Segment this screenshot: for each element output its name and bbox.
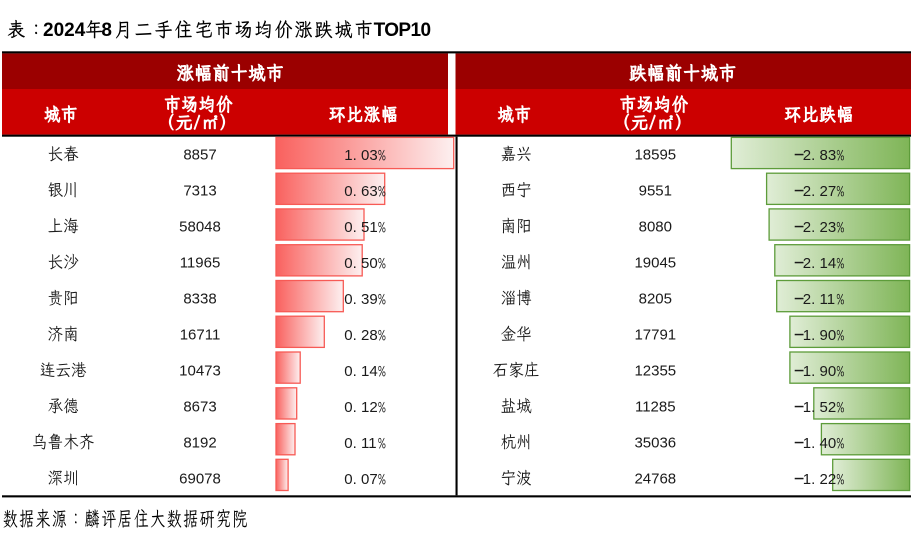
svg-text:16711: 16711 [180, 327, 221, 344]
svg-text:0. 28: 0. 28 [344, 327, 377, 344]
svg-text:1. 90: 1. 90 [803, 363, 836, 380]
svg-text:0. 50: 0. 50 [344, 255, 377, 272]
svg-text:8338: 8338 [183, 291, 216, 308]
svg-text:17791: 17791 [634, 327, 676, 344]
svg-text:19045: 19045 [634, 255, 676, 272]
svg-text:58048: 58048 [179, 219, 221, 236]
svg-text:11285: 11285 [635, 399, 676, 416]
svg-text:TOP10: TOP10 [374, 20, 431, 41]
svg-text:2. 14: 2. 14 [803, 255, 836, 272]
svg-text:0. 63: 0. 63 [344, 183, 377, 200]
svg-text:0. 39: 0. 39 [344, 291, 377, 308]
svg-text:2. 11: 2. 11 [803, 291, 835, 308]
svg-text:1. 52: 1. 52 [803, 399, 836, 416]
svg-text:8673: 8673 [183, 399, 216, 416]
svg-text:8857: 8857 [183, 147, 216, 164]
svg-text:0. 12: 0. 12 [344, 399, 377, 416]
svg-text:1. 90: 1. 90 [803, 327, 836, 344]
svg-text:8205: 8205 [639, 291, 672, 308]
svg-text:0. 07: 0. 07 [344, 471, 377, 488]
svg-text:0. 51: 0. 51 [344, 219, 377, 236]
svg-text:24768: 24768 [634, 471, 676, 488]
svg-text:8: 8 [101, 20, 112, 41]
svg-text:2. 83: 2. 83 [803, 147, 836, 164]
svg-text:2024: 2024 [43, 20, 86, 41]
svg-text:7313: 7313 [183, 183, 216, 200]
svg-text:2. 27: 2. 27 [803, 183, 836, 200]
svg-text:2. 23: 2. 23 [803, 219, 836, 236]
svg-text:9551: 9551 [639, 183, 672, 200]
svg-text:69078: 69078 [179, 471, 221, 488]
svg-text:1. 03: 1. 03 [344, 147, 377, 164]
svg-text:0. 11: 0. 11 [344, 435, 376, 452]
svg-text:8192: 8192 [183, 435, 216, 452]
svg-text:11965: 11965 [180, 255, 221, 272]
svg-text:1. 40: 1. 40 [803, 435, 836, 452]
svg-text:1. 22: 1. 22 [803, 471, 836, 488]
svg-text:35036: 35036 [634, 435, 676, 452]
svg-text:12355: 12355 [634, 363, 676, 380]
svg-text:18595: 18595 [634, 147, 676, 164]
svg-text:10473: 10473 [179, 363, 221, 380]
svg-text:8080: 8080 [639, 219, 672, 236]
svg-text:0. 14: 0. 14 [344, 363, 377, 380]
